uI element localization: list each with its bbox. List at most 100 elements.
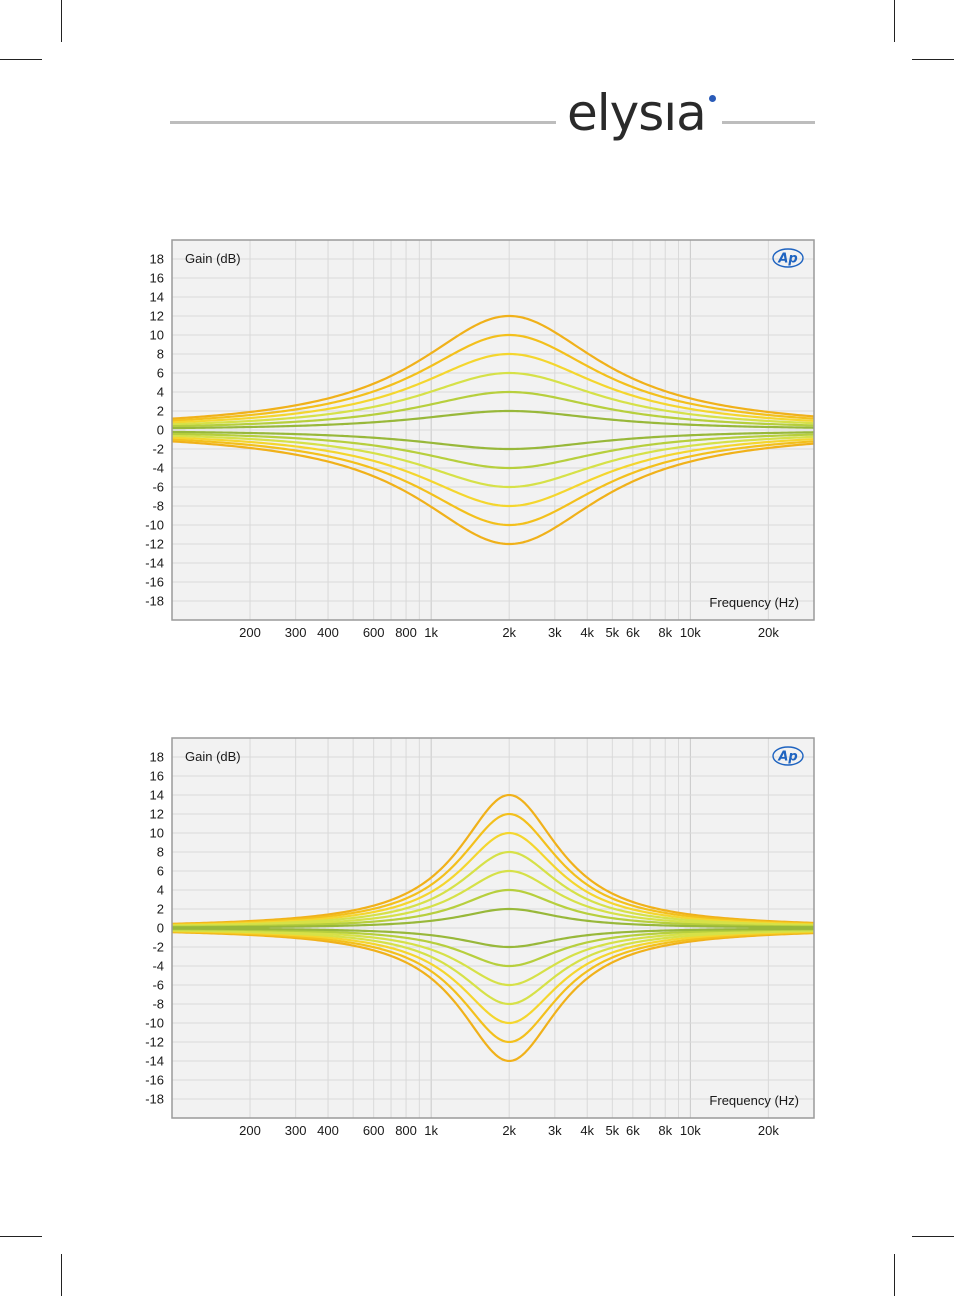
eq-curve (172, 314, 814, 420)
eq-curve (172, 927, 814, 949)
x-tick-label: 2k (502, 625, 516, 640)
eq-curve (172, 931, 814, 1063)
y-tick-label: 8 (157, 347, 164, 362)
eq-curve (172, 928, 814, 987)
x-tick-label: 8k (658, 1123, 672, 1138)
plot-frame (171, 737, 815, 1119)
eq-curve (172, 333, 814, 422)
y-tick-label: 4 (157, 385, 164, 400)
x-tick-label: 600 (363, 1123, 385, 1138)
y-tick-label: -14 (145, 556, 164, 571)
x-tick-label: 10k (680, 625, 701, 640)
eq-curve (172, 930, 814, 1044)
y-tick-label: 10 (150, 328, 164, 343)
x-tick-label: 300 (285, 1123, 307, 1138)
eq-curve (172, 434, 814, 489)
x-tick-label: 800 (395, 1123, 417, 1138)
y-tick-label: 6 (157, 864, 164, 879)
y-tick-label: -8 (152, 499, 164, 514)
eq-curve (172, 432, 814, 470)
y-tick-label: -2 (152, 940, 164, 955)
y-tick-label: -4 (152, 959, 164, 974)
y-tick-label: -16 (145, 1073, 164, 1088)
eq-curve (172, 812, 814, 926)
grid (172, 240, 814, 620)
y-tick-label: 4 (157, 883, 164, 898)
y-tick-label: -12 (145, 1035, 164, 1050)
ap-badge-ring (772, 746, 804, 766)
crop-mark (912, 59, 954, 60)
x-tick-label: 1k (424, 1123, 438, 1138)
y-tick-label: 2 (157, 404, 164, 419)
y-tick-label: 8 (157, 845, 164, 860)
x-tick-label: 4k (580, 1123, 594, 1138)
x-tick-label: 1k (424, 625, 438, 640)
crop-mark (912, 1236, 954, 1237)
x-tick-label: 10k (680, 1123, 701, 1138)
crop-mark (894, 0, 895, 42)
eq-chart-svg: 18 16 14 12 10 8 6 4 2 0 -2 -4 -6 -8 -10 -12 -14 -16 -18 20… (145, 239, 815, 640)
x-axis-title: Frequency (Hz) (709, 1093, 799, 1108)
eq-curve (172, 793, 814, 925)
x-tick-label: 200 (239, 625, 261, 640)
eq-curve (172, 907, 814, 929)
crop-mark (0, 1236, 42, 1237)
eq-curve (172, 352, 814, 424)
y-tick-label: 18 (150, 252, 164, 267)
x-tick-label: 2k (502, 1123, 516, 1138)
y-tick-label: -8 (152, 997, 164, 1012)
plot-frame (171, 239, 815, 621)
eq-curve (172, 438, 814, 527)
y-tick-label: -14 (145, 1054, 164, 1069)
x-tick-label: 400 (317, 1123, 339, 1138)
header-rule-right (722, 121, 815, 124)
eq-curve (172, 440, 814, 546)
x-tick-label: 3k (548, 1123, 562, 1138)
crop-mark (894, 1254, 895, 1296)
eq-curve (172, 831, 814, 927)
y-tick-label: 14 (150, 788, 164, 803)
y-axis-title: Gain (dB) (185, 749, 241, 764)
y-tick-label: 0 (157, 921, 164, 936)
ap-badge-text: Ap (777, 252, 797, 267)
eq-curve (172, 390, 814, 428)
y-tick-label: 2 (157, 902, 164, 917)
x-tick-label: 600 (363, 625, 385, 640)
y-tick-label: -2 (152, 442, 164, 457)
x-tick-label: 300 (285, 625, 307, 640)
eq-curve (172, 929, 814, 1025)
y-tick-label: -12 (145, 537, 164, 552)
y-tick-label: 12 (150, 807, 164, 822)
eq-chart-svg: 18 16 14 12 10 8 6 4 2 0 -2 -4 -6 -8 -10 -12 -14 -16 -18 20… (145, 737, 815, 1138)
x-tick-label: 8k (658, 625, 672, 640)
y-tick-label: -6 (152, 480, 164, 495)
x-tick-label: 5k (605, 625, 619, 640)
x-axis-title: Frequency (Hz) (709, 595, 799, 610)
y-axis-title: Gain (dB) (185, 251, 241, 266)
elysia-logo: elysıa (567, 84, 707, 142)
eq-curve (172, 850, 814, 927)
y-tick-label: 10 (150, 826, 164, 841)
x-tick-label: 20k (758, 1123, 779, 1138)
curves (172, 314, 814, 546)
y-tick-label: -18 (145, 594, 164, 609)
eq-curve (172, 888, 814, 928)
x-tick-label: 6k (626, 625, 640, 640)
eq-curve (172, 409, 814, 430)
y-tick-label: -6 (152, 978, 164, 993)
x-tick-label: 5k (605, 1123, 619, 1138)
eq-curve (172, 928, 814, 968)
x-tick-label: 200 (239, 1123, 261, 1138)
x-tick-label: 4k (580, 625, 594, 640)
y-tick-label: -4 (152, 461, 164, 476)
y-tick-label: 14 (150, 290, 164, 305)
y-tick-label: 12 (150, 309, 164, 324)
eq-curve (172, 436, 814, 508)
y-tick-label: 6 (157, 366, 164, 381)
crop-mark (0, 59, 42, 60)
x-tick-label: 20k (758, 625, 779, 640)
grid (172, 738, 814, 1118)
curves (172, 793, 814, 1063)
crop-mark (61, 0, 62, 42)
y-tick-label: -10 (145, 1016, 164, 1031)
